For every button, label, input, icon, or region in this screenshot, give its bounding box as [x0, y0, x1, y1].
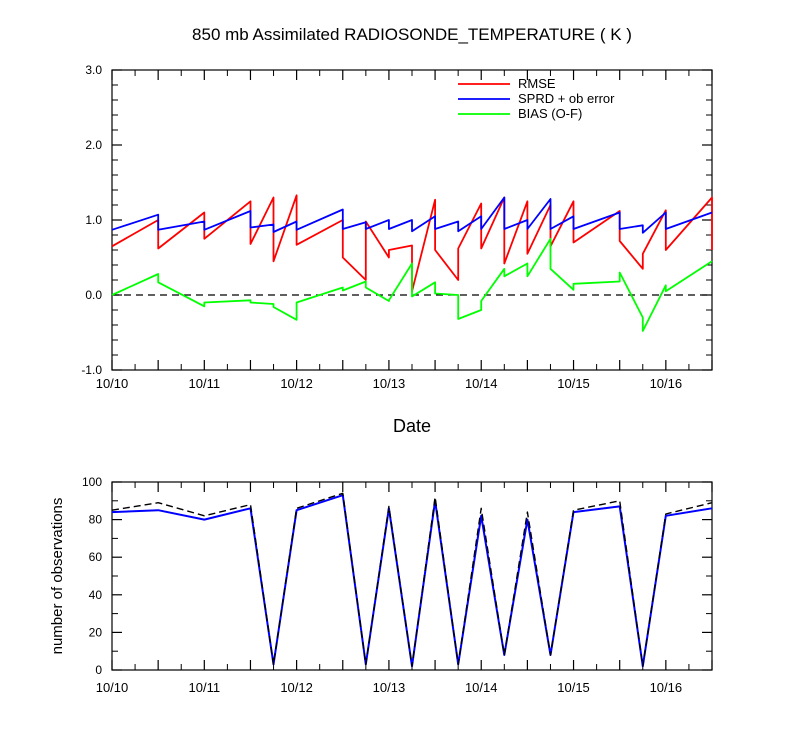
bottom-plot: 10/10 10/11 10/12 10/13 10/14 10/15 10/16 0 20 40… — [49, 475, 713, 695]
x-axis-label: Date — [393, 416, 431, 436]
bottom-x-tick-label-10-15: 10/15 — [557, 680, 590, 695]
bottom-x-tick-label-10-13: 10/13 — [373, 680, 406, 695]
top-y-tick-label-1-0: 1.0 — [85, 213, 102, 227]
legend-label-bias-o-f: BIAS (O-F) — [518, 106, 582, 121]
bottom-y-tick-label-100: 100 — [82, 475, 102, 489]
top-x-tick-label-10-10: 10/10 — [96, 376, 129, 391]
top-y-tick-label-2-0: 2.0 — [85, 138, 102, 152]
bottom-y-tick-label-80: 80 — [89, 513, 103, 527]
top-y-tick-label-1-0: -1.0 — [81, 363, 102, 377]
bottom-y-tick-label-0: 0 — [95, 663, 102, 677]
top-x-tick-label-10-14: 10/14 — [465, 376, 498, 391]
legend-label-sprd-ob-error: SPRD + ob error — [518, 91, 615, 106]
y-axis-label-observations: number of observations — [49, 498, 66, 655]
bottom-y-tick-label-60: 60 — [89, 550, 103, 564]
top-y-tick-label-0-0: 0.0 — [85, 288, 102, 302]
bottom-y-tick-label-40: 40 — [89, 588, 103, 602]
series-line-sprd-ob-error — [111, 196, 713, 234]
top-x-tick-label-10-11: 10/11 — [189, 376, 221, 391]
bottom-x-tick-label-10-11: 10/11 — [189, 680, 221, 695]
series-line-bias-o-f — [111, 237, 713, 332]
bottom-y-tick-label-20: 20 — [89, 625, 103, 639]
bottom-plot-frame — [111, 481, 713, 671]
legend-label-rmse: RMSE — [518, 76, 556, 91]
top-x-tick-label-10-12: 10/12 — [280, 376, 313, 391]
top-x-tick-label-10-16: 10/16 — [650, 376, 683, 391]
bottom-x-tick-label-10-12: 10/12 — [280, 680, 313, 695]
series-line-observations-possible — [111, 492, 713, 667]
top-x-tick-label-10-13: 10/13 — [373, 376, 406, 391]
top-plot: 10/10 10/11 10/12 10/13 10/14 10/15 10/16 -1.0 0… — [81, 25, 713, 436]
top-x-tick-label-10-15: 10/15 — [557, 376, 590, 391]
bottom-x-tick-label-10-16: 10/16 — [650, 680, 683, 695]
chart-title: 850 mb Assimilated RADIOSONDE_TEMPERATUR… — [192, 25, 632, 44]
bottom-x-tick-label-10-10: 10/10 — [96, 680, 129, 695]
series-line-observations-used — [111, 494, 713, 668]
top-y-tick-label-3-0: 3.0 — [85, 63, 102, 77]
bottom-x-tick-label-10-14: 10/14 — [465, 680, 498, 695]
